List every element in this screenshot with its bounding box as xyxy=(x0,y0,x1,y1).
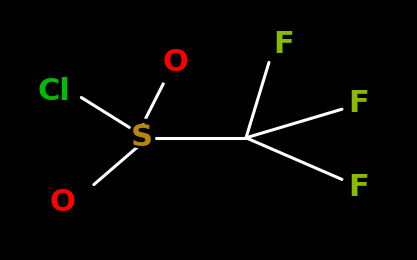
Text: O: O xyxy=(162,48,188,77)
Text: F: F xyxy=(270,25,297,63)
Ellipse shape xyxy=(152,39,198,86)
Ellipse shape xyxy=(39,179,86,226)
Text: Cl: Cl xyxy=(38,76,70,106)
Text: O: O xyxy=(50,188,75,217)
Text: F: F xyxy=(348,173,369,202)
Text: F: F xyxy=(273,30,294,59)
Text: S: S xyxy=(128,119,156,157)
Text: S: S xyxy=(131,123,153,152)
Text: F: F xyxy=(348,89,369,119)
Text: Cl: Cl xyxy=(33,72,75,110)
Text: F: F xyxy=(345,85,372,123)
Text: F: F xyxy=(345,168,372,206)
